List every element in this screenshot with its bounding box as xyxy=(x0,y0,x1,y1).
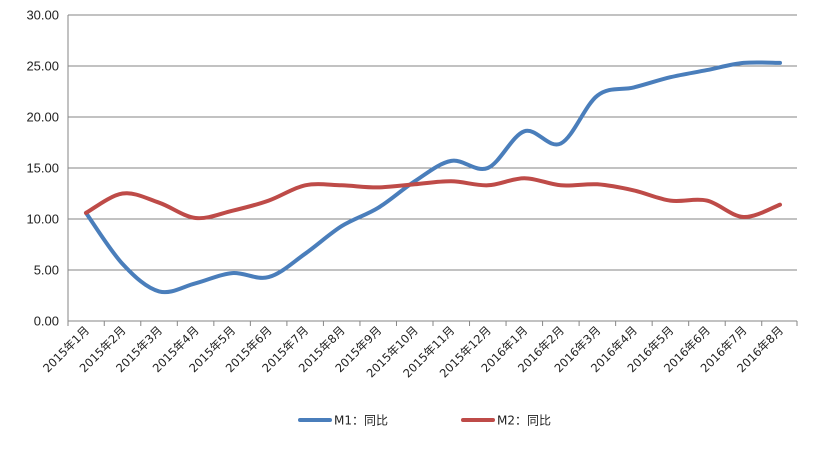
y-tick-label: 15.00 xyxy=(26,161,59,176)
legend-label-m1: M1：同比 xyxy=(334,414,388,428)
y-tick-labels: 0.00 5.00 10.00 15.00 20.00 25.00 30.00 xyxy=(26,8,59,329)
y-tick-label: 5.00 xyxy=(34,263,59,278)
gridlines xyxy=(68,14,797,322)
y-tick-label: 0.00 xyxy=(34,314,59,329)
axes xyxy=(67,15,798,326)
series-line-m1 xyxy=(84,60,782,295)
legend: M1：同比 M2：同比 xyxy=(298,414,551,428)
legend-label-m2: M2：同比 xyxy=(497,414,551,428)
series-lines xyxy=(84,60,782,295)
y-tick-label: 10.00 xyxy=(26,212,59,227)
x-tick-labels: 2015年1月2015年2月2015年3月2015年4月2015年5月2015年… xyxy=(40,323,786,380)
y-tick-label: 30.00 xyxy=(26,8,59,23)
y-tick-label: 25.00 xyxy=(26,59,59,74)
series-line-m2 xyxy=(84,176,782,221)
y-tick-label: 20.00 xyxy=(26,110,59,125)
